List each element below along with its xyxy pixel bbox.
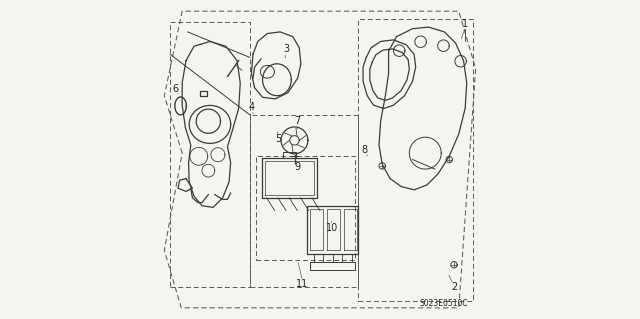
Text: 1: 1: [462, 19, 468, 29]
Text: 2: 2: [451, 282, 457, 292]
Text: 5: 5: [275, 134, 282, 144]
Text: 10: 10: [326, 223, 339, 233]
Text: 9: 9: [294, 162, 300, 173]
Text: 11: 11: [296, 279, 308, 289]
Text: 3: 3: [284, 44, 289, 55]
Text: 8: 8: [362, 145, 368, 155]
Text: 4: 4: [248, 102, 255, 112]
Text: 6: 6: [172, 84, 179, 94]
Text: S023E0510C: S023E0510C: [419, 299, 468, 308]
Text: 7: 7: [294, 116, 301, 126]
